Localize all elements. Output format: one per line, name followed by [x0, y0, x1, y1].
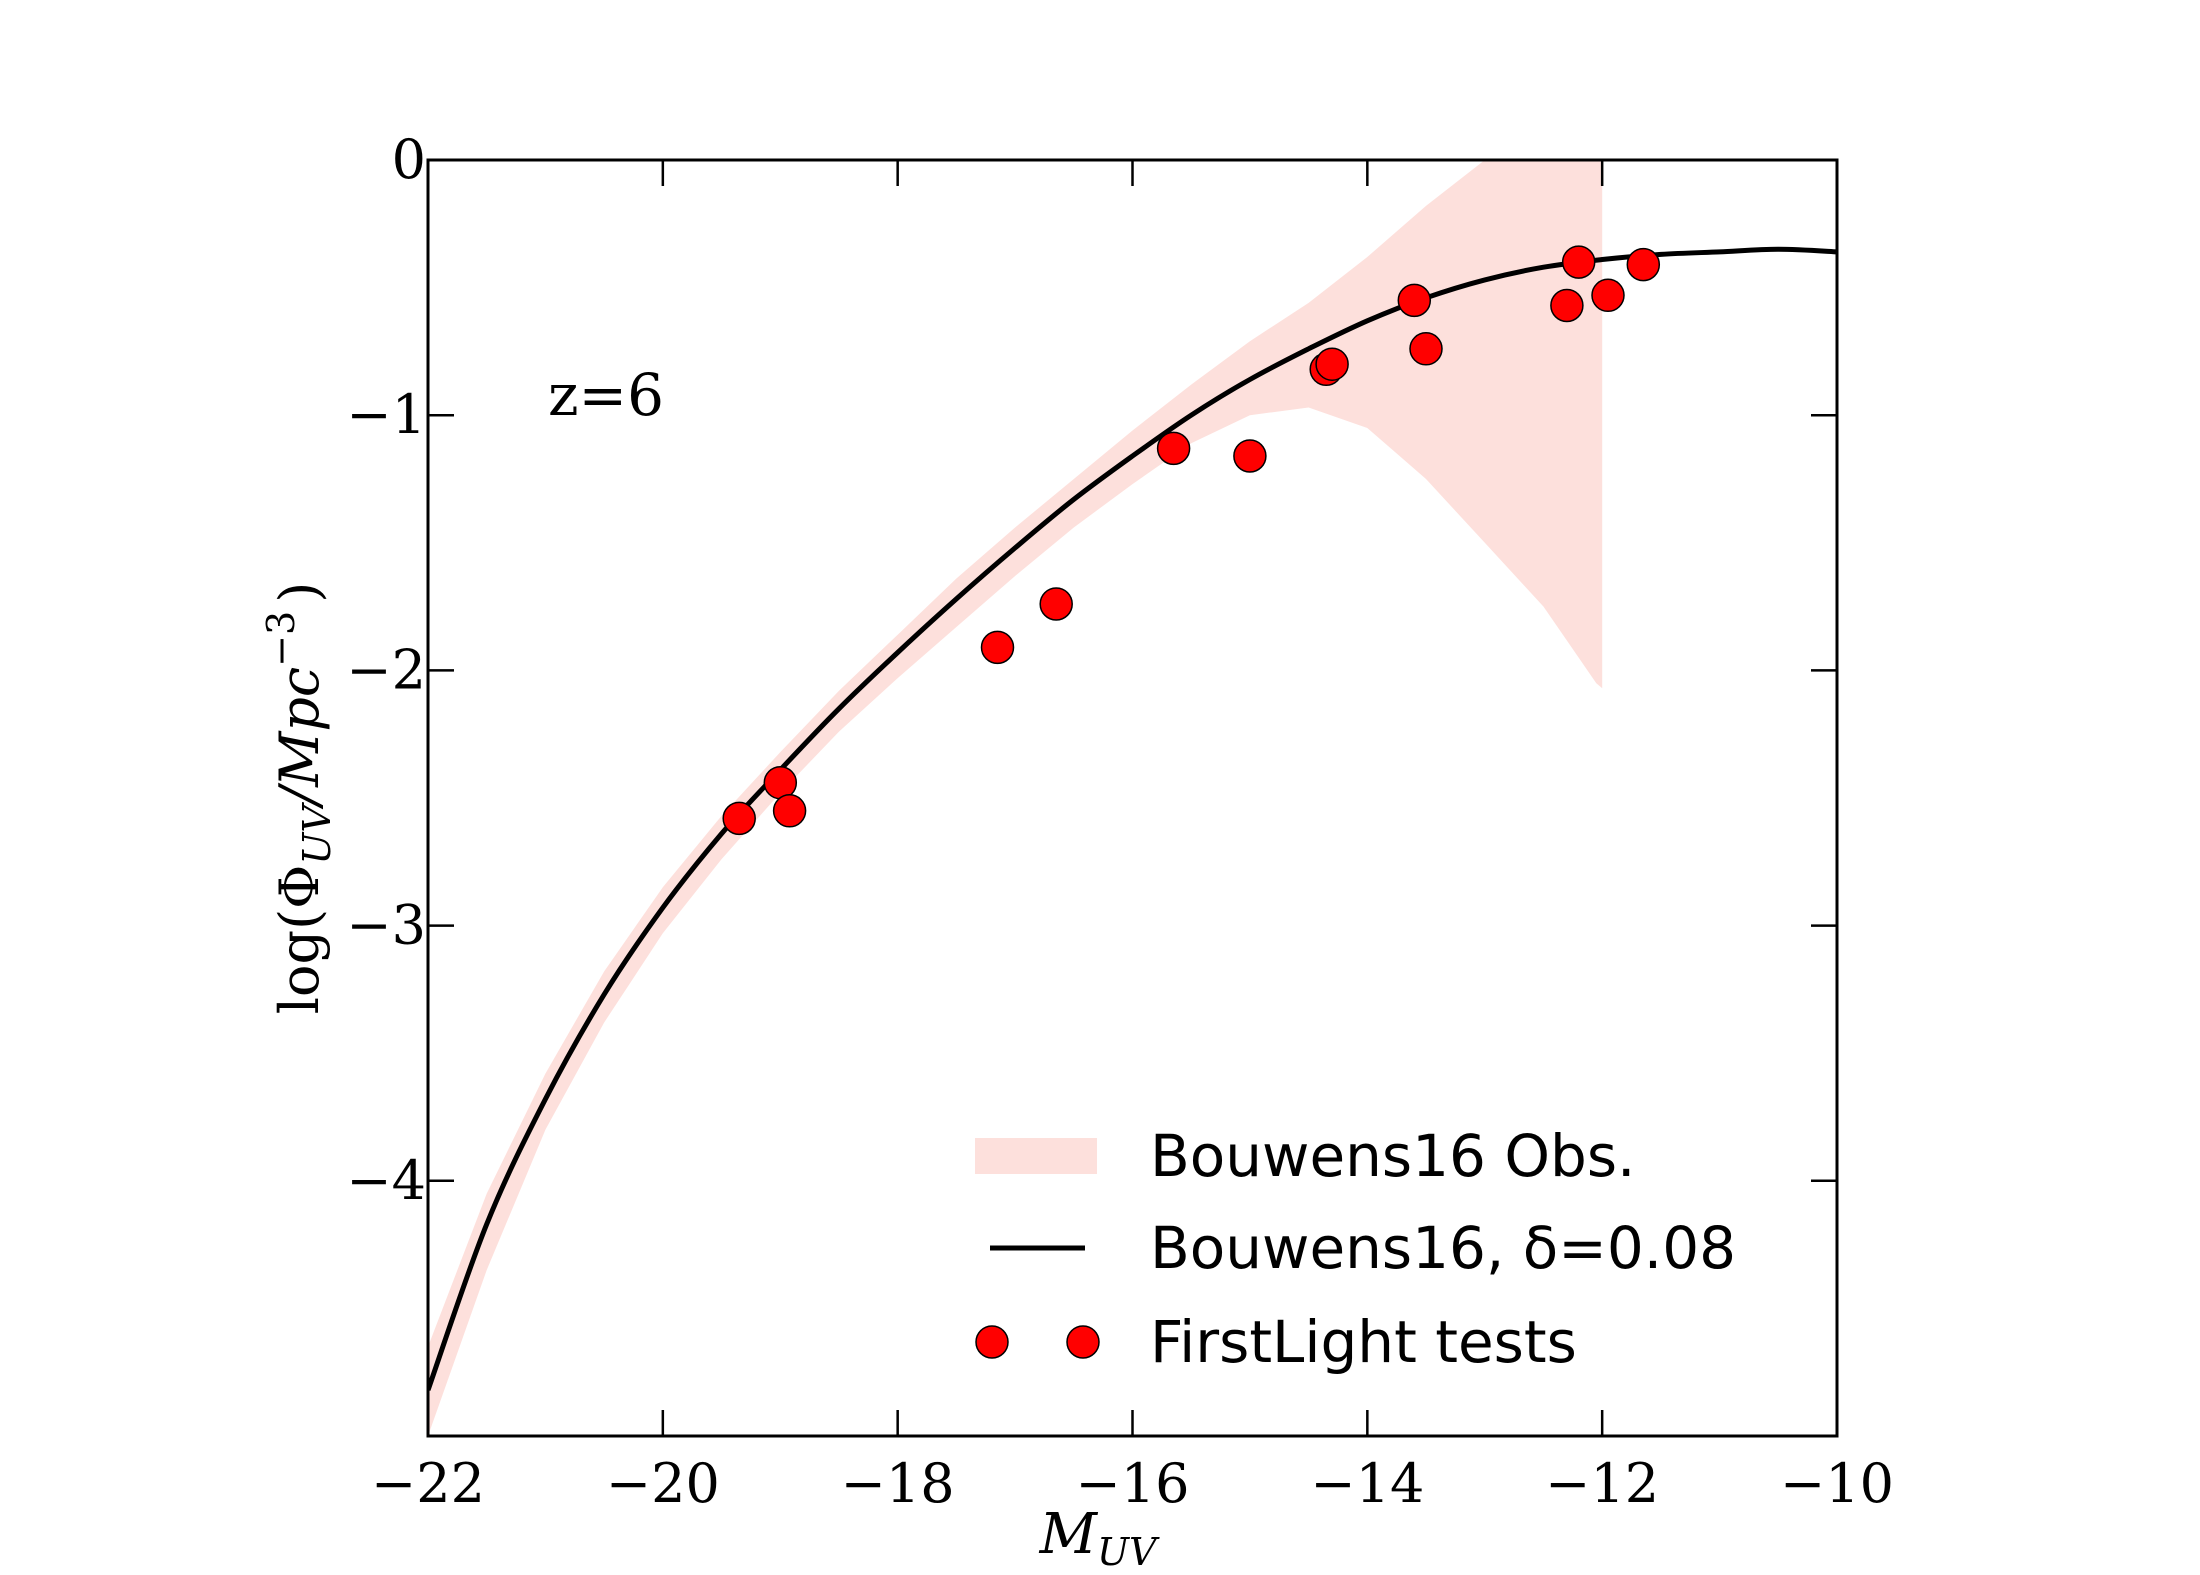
data-point — [980, 630, 1015, 665]
data-point — [1397, 283, 1432, 318]
legend-swatch-band — [975, 1138, 1097, 1174]
y-tick-label: −2 — [346, 638, 426, 701]
axis-ticks: −22 −20 −18 −16 −14 −12 −10 0 −1 −2 −3 −4 — [346, 128, 1894, 1515]
data-point — [1550, 288, 1584, 323]
x-tick-label: −22 — [371, 1452, 485, 1515]
x-tick-label: −10 — [1780, 1452, 1894, 1515]
x-axis-title: MUV — [1039, 1502, 1160, 1574]
legend-label-points: FirstLight tests — [1150, 1308, 1577, 1376]
data-point — [1039, 587, 1073, 621]
y-axis-title: log(ΦUV/Mpc−3) — [259, 582, 339, 1015]
x-tick-label: −18 — [841, 1452, 955, 1515]
x-tick-label: −12 — [1545, 1452, 1659, 1515]
redshift-annotation: z=6 — [548, 361, 664, 429]
legend: Bouwens16 Obs. Bouwens16, δ=0.08 FirstLi… — [975, 1122, 1736, 1376]
data-point — [1156, 431, 1191, 466]
data-point — [722, 801, 756, 836]
data-point — [1409, 332, 1443, 366]
data-point — [1233, 439, 1267, 473]
y-tick-label: −4 — [346, 1149, 426, 1212]
legend-label-band: Bouwens16 Obs. — [1150, 1122, 1636, 1190]
legend-marker-2 — [1066, 1325, 1100, 1359]
band-obs-range — [428, 160, 1603, 1436]
data-point — [1315, 347, 1349, 381]
data-point — [763, 765, 798, 800]
data-point — [1591, 278, 1625, 313]
legend-label-line: Bouwens16, δ=0.08 — [1150, 1214, 1736, 1282]
x-tick-label: −14 — [1310, 1452, 1424, 1515]
data-point — [772, 794, 807, 828]
x-tick-label: −16 — [1076, 1452, 1190, 1515]
data-point — [1561, 245, 1596, 279]
legend-marker-1 — [975, 1325, 1009, 1359]
data-point — [1626, 247, 1661, 282]
y-tick-label: −1 — [346, 383, 426, 446]
y-tick-label: −3 — [346, 894, 426, 957]
x-tick-label: −20 — [606, 1452, 720, 1515]
plot-area — [428, 160, 1837, 1436]
y-tick-label: 0 — [392, 128, 426, 191]
